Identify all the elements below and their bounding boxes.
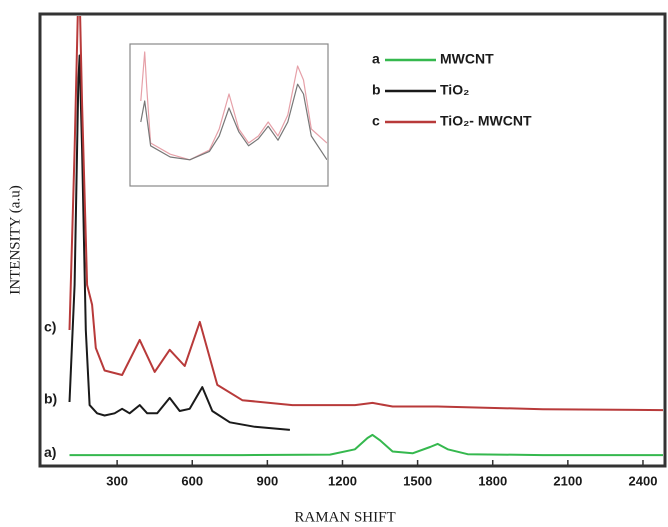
legend-label: TiO₂- MWCNT (440, 113, 532, 129)
x-tick-label: 1500 (403, 473, 432, 488)
x-tick-label: 1800 (478, 473, 507, 488)
series-annotation: a) (44, 444, 56, 460)
series-line (68, 16, 663, 412)
x-tick-label: 1200 (328, 473, 357, 488)
series-group (140, 51, 327, 161)
y-axis-title: INTENSITY (a.u) (7, 185, 23, 294)
series-annotation: c) (44, 319, 56, 335)
legend-letter: a (372, 51, 380, 67)
inset-frame (129, 43, 329, 187)
series-group (68, 16, 663, 457)
series-annotation: b) (44, 391, 57, 407)
plot-frame (38, 12, 667, 468)
x-tick-label: 600 (181, 473, 203, 488)
x-tick-label: 900 (257, 473, 279, 488)
legend-letter: c (372, 113, 380, 129)
legend-letter: b (372, 82, 381, 98)
series-line (68, 54, 290, 431)
x-tick-label: 2400 (629, 473, 658, 488)
x-axis-title: RAMAN SHIFT (294, 509, 395, 525)
series-line (140, 83, 327, 161)
legend-label: TiO₂ (440, 82, 469, 98)
x-tick-label: 2100 (553, 473, 582, 488)
x-tick-label: 300 (106, 473, 128, 488)
legend-label: MWCNT (440, 51, 494, 67)
series-line (69, 433, 663, 457)
